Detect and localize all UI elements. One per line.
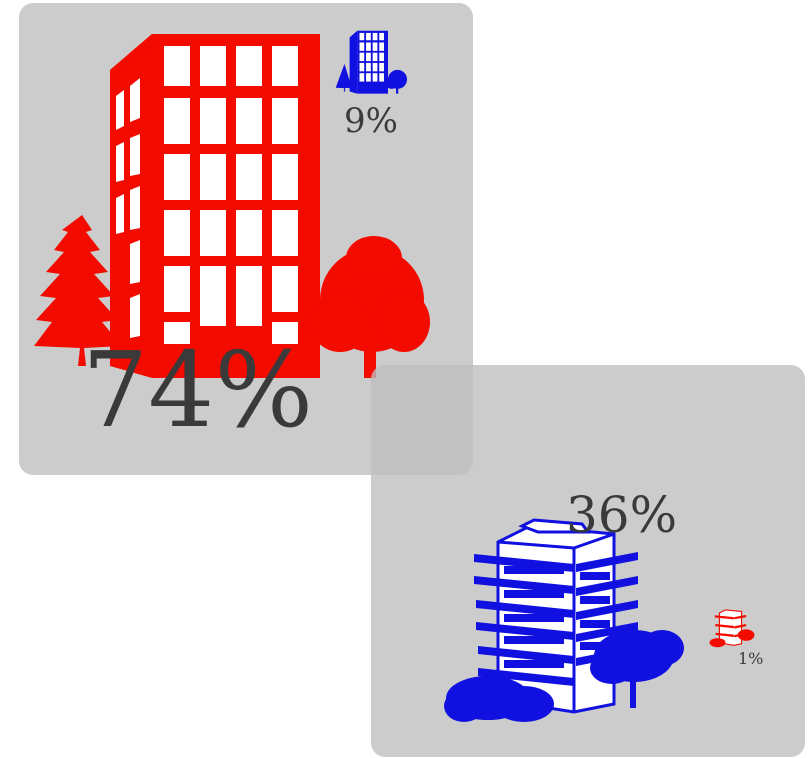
data-label-36: 36% <box>566 486 678 544</box>
data-label-1: 1% <box>738 649 764 668</box>
data-label-74: 74% <box>82 329 314 451</box>
apartment-building-with-trees-icon <box>444 518 684 722</box>
apartment-building-with-trees-icon <box>709 609 755 648</box>
data-label-9: 9% <box>344 101 398 141</box>
office-building-with-trees-icon <box>34 34 430 378</box>
office-building-with-trees-icon <box>335 30 408 94</box>
